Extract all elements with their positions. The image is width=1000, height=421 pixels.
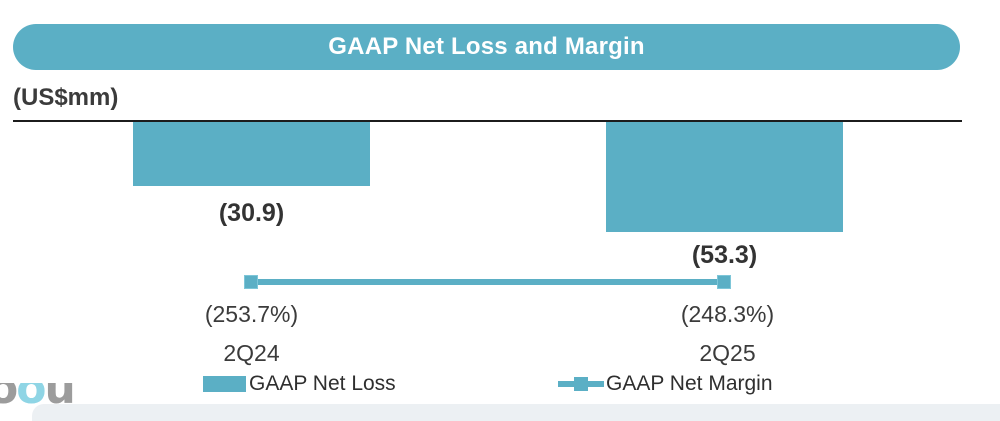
partial-logo: oou bbox=[0, 383, 98, 404]
legend-label-net-loss: GAAP Net Loss bbox=[249, 372, 396, 395]
legend-line-marker bbox=[574, 377, 588, 391]
zero-axis-line bbox=[13, 120, 962, 122]
bar-2q25-net-loss bbox=[606, 122, 843, 232]
logo-letter-3: u bbox=[44, 383, 75, 404]
chart-title-banner: GAAP Net Loss and Margin bbox=[13, 24, 960, 70]
legend-item-net-loss: GAAP Net Loss bbox=[203, 372, 396, 396]
legend-swatch-line-icon bbox=[558, 376, 604, 392]
data-label-2q25-net-loss: (53.3) bbox=[691, 241, 758, 269]
chart-title: GAAP Net Loss and Margin bbox=[328, 33, 645, 60]
net-margin-line bbox=[251, 279, 724, 285]
logo-letters: oou bbox=[0, 383, 98, 404]
data-label-2q24-net-loss: (30.9) bbox=[218, 199, 285, 227]
legend-swatch-bar-icon bbox=[203, 376, 246, 392]
data-label-2q25-net-margin: (248.3%) bbox=[680, 301, 775, 327]
category-label-2q24: 2Q24 bbox=[223, 340, 280, 366]
units-label: (US$mm) bbox=[13, 84, 119, 111]
data-label-2q24-net-margin: (253.7%) bbox=[204, 301, 299, 327]
logo-letter-1: o bbox=[0, 383, 18, 404]
legend-label-net-margin: GAAP Net Margin bbox=[606, 372, 773, 395]
logo-letter-2: o bbox=[16, 383, 46, 404]
bottom-band bbox=[32, 404, 1000, 421]
bar-2q24-net-loss bbox=[133, 122, 370, 186]
net-margin-marker-2q24 bbox=[244, 275, 258, 289]
category-label-2q25: 2Q25 bbox=[699, 340, 756, 366]
net-margin-marker-2q25 bbox=[717, 275, 731, 289]
legend-item-net-margin: GAAP Net Margin bbox=[558, 372, 773, 396]
